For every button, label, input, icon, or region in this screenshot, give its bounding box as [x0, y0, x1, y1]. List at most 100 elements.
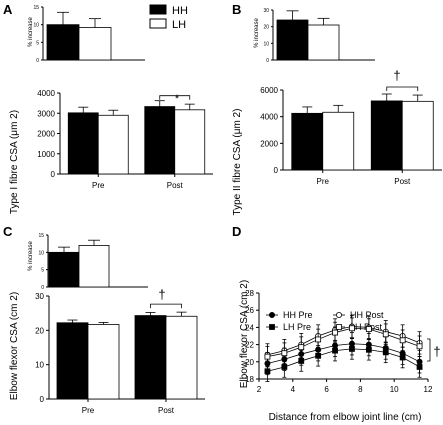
- panel-label-b: B: [232, 2, 241, 17]
- bar-hh: [370, 100, 403, 171]
- data-point: [332, 347, 338, 354]
- legend-d-lh-pre: LH Pre: [283, 322, 311, 332]
- data-point: [264, 368, 271, 375]
- inset-bar-hh: [46, 24, 80, 61]
- x-tick-label: 6: [324, 385, 329, 394]
- data-point: [349, 345, 355, 352]
- data-point: [298, 358, 305, 364]
- series-line-3: [267, 327, 420, 358]
- inset-y-tick-label: 30: [263, 8, 269, 14]
- y-tick-label: 0: [40, 395, 45, 404]
- inset-y-tick-label: 10: [263, 41, 269, 47]
- x-tick-label: Post: [167, 181, 184, 190]
- ylabel-c: Elbow flexor CSA (cm 2): [9, 292, 20, 400]
- legend-label-hh: HH: [172, 5, 188, 17]
- bar-lh: [174, 109, 206, 175]
- ylabel-a: Type I fibre CSA (μm 2): [9, 110, 20, 214]
- panel-label-c: C: [3, 224, 13, 239]
- data-point: [281, 350, 288, 357]
- annotation-b: †: [393, 68, 400, 83]
- data-point: [264, 353, 271, 360]
- data-point: [382, 331, 389, 338]
- y-tick-label: 26: [245, 306, 254, 315]
- legend-marker-3: [336, 324, 342, 330]
- bar-lh: [401, 100, 434, 171]
- significance-bracket: [159, 95, 191, 100]
- inset-bar-hh: [48, 251, 80, 288]
- y-tick-label: 6000: [260, 86, 278, 95]
- data-point: [416, 364, 423, 370]
- series-line-2: [267, 326, 420, 356]
- data-point: [382, 349, 389, 356]
- ylabel-d: Elbow flexor CSA (cm 2): [239, 280, 250, 388]
- inset-y-tick-label: 5: [36, 40, 39, 46]
- y-tick-label: 20: [35, 326, 44, 335]
- inset-bar-hh: [276, 19, 309, 61]
- annotation-a: *: [175, 93, 180, 105]
- data-point: [332, 329, 338, 336]
- y-tick-label: 1000: [37, 150, 55, 159]
- inset-ylabel-c: % increase: [28, 241, 34, 271]
- y-tick-label: 10: [35, 361, 44, 370]
- significance-bracket: [427, 338, 431, 362]
- y-tick-label: 30: [35, 292, 44, 301]
- legend-marker-1: [269, 324, 275, 330]
- x-tick-label: 12: [424, 385, 433, 394]
- data-point: [399, 337, 406, 344]
- data-point: [349, 325, 355, 332]
- x-tick-label: 4: [291, 385, 296, 394]
- panel-label-a: A: [3, 2, 13, 17]
- inset-y-tick-label: 15: [33, 5, 39, 11]
- bar-lh: [87, 324, 120, 400]
- legend-swatch-hh: [149, 4, 167, 15]
- inset-y-tick-label: 20: [263, 25, 269, 31]
- ylabel-b: Type II fibre CSA (μm 2): [232, 109, 243, 216]
- inset-y-tick-label: 15: [38, 233, 44, 239]
- x-tick-label: 2: [257, 385, 262, 394]
- y-tick-label: 2000: [37, 130, 55, 139]
- legend-swatch-lh: [149, 18, 167, 29]
- x-tick-label: Pre: [92, 181, 105, 190]
- series-line-0: [267, 343, 420, 364]
- y-tick-label: 0: [51, 170, 56, 179]
- inset-y-tick-label: 10: [33, 23, 39, 29]
- inset-bar-lh: [78, 244, 110, 288]
- y-tick-label: 3000: [37, 109, 55, 118]
- inset-bar-lh: [307, 24, 340, 61]
- y-tick-label: 0: [274, 166, 279, 175]
- bar-hh: [134, 315, 167, 400]
- inset-ylabel-a: % increase: [28, 17, 34, 47]
- bar-hh: [291, 112, 324, 171]
- bar-lh: [97, 114, 129, 175]
- legend-d-hh-post: HH Post: [350, 310, 384, 320]
- x-tick-label: Pre: [317, 177, 330, 186]
- legend-marker-2: [335, 311, 342, 318]
- y-tick-label: 18: [245, 375, 254, 384]
- bar-hh: [67, 112, 99, 175]
- bar-lh: [322, 111, 355, 171]
- x-tick-label: Pre: [82, 406, 95, 415]
- significance-bracket: [386, 86, 419, 91]
- inset-y-tick-label: 10: [38, 250, 44, 256]
- y-tick-label: 28: [245, 289, 254, 298]
- panel-label-d: D: [232, 224, 241, 239]
- bar-hh: [56, 322, 89, 400]
- y-tick-label: 2000: [260, 139, 278, 148]
- data-point: [315, 336, 322, 343]
- inset-y-tick-label: 0: [41, 285, 44, 291]
- x-tick-label: 8: [358, 385, 363, 394]
- y-tick-label: 4000: [37, 89, 55, 98]
- annotation-d: †: [433, 344, 440, 359]
- y-tick-label: 4000: [260, 113, 278, 122]
- y-tick-label: 20: [245, 358, 254, 367]
- legend-d-hh-pre: HH Pre: [283, 310, 313, 320]
- x-tick-label: 10: [390, 385, 399, 394]
- legend-marker-0: [268, 311, 275, 318]
- y-tick-label: 22: [245, 341, 254, 350]
- xlabel-d: Distance from elbow joint line (cm): [269, 412, 422, 423]
- data-point: [315, 352, 322, 359]
- data-point: [365, 326, 372, 333]
- inset-ylabel-b: % increase: [254, 18, 260, 48]
- data-point: [399, 354, 406, 361]
